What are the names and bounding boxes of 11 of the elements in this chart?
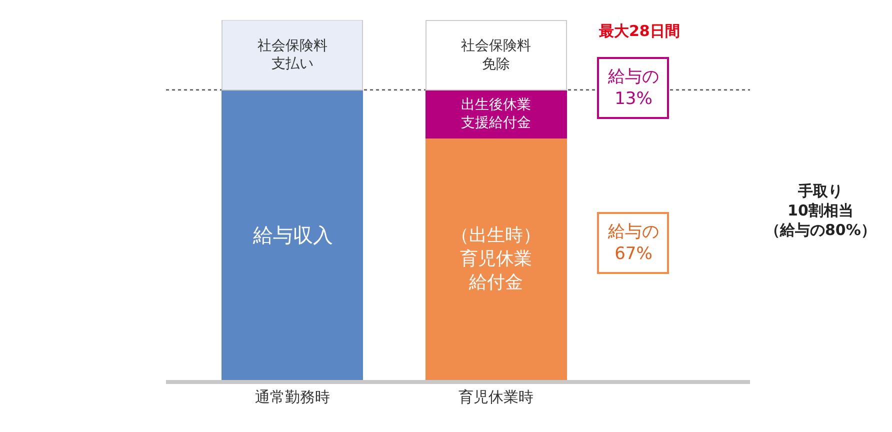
series-label: 社会保険料免除 — [461, 38, 532, 72]
series-label: 社会保険料支払い — [257, 38, 328, 72]
series-label: （出生時）育児休業給付金 — [451, 225, 542, 293]
x-tick-label: 通常勤務時 — [254, 388, 330, 406]
annotation: 給与の67% — [607, 222, 659, 264]
text: 手取り10割相当（給与の80%） — [765, 182, 876, 239]
annotation: 給与の13% — [607, 67, 659, 110]
x-tick-label: 育児休業時 — [458, 388, 534, 406]
annotation: 最大28日間 — [598, 22, 680, 40]
series-label: 出生後休業支援給付金 — [461, 97, 532, 132]
series-label: 給与収入 — [252, 222, 333, 247]
